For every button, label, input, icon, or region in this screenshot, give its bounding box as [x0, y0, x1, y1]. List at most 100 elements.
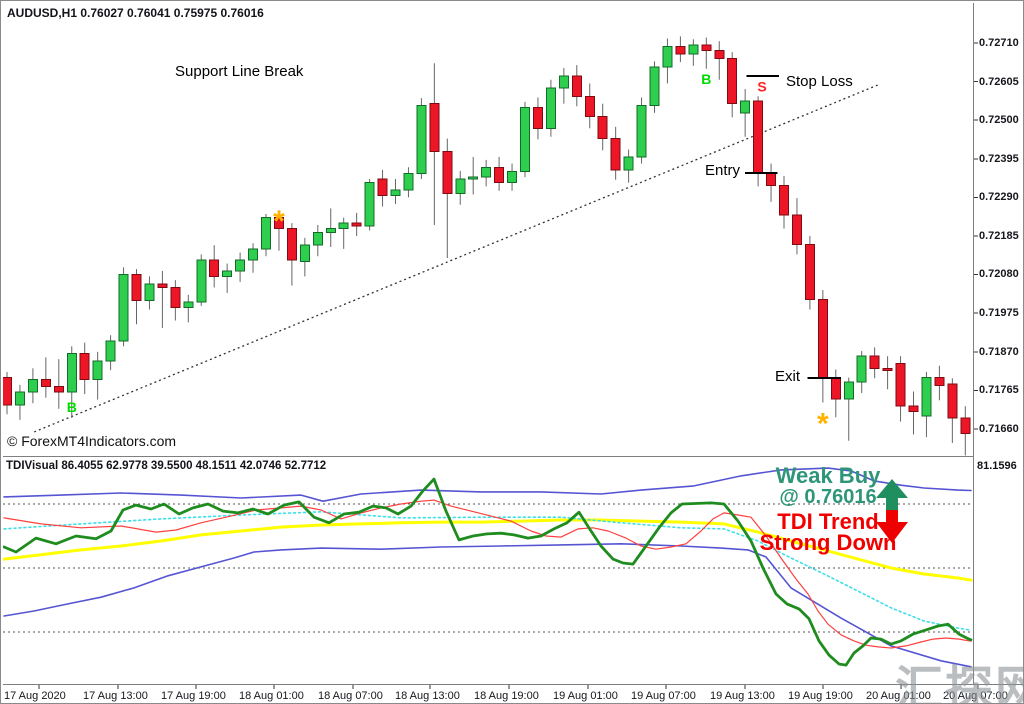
volatility-band-high-line [3, 467, 972, 503]
bear-candle [610, 138, 621, 171]
bear-candle [882, 367, 893, 371]
sell-marker: S [757, 78, 766, 94]
price-axis-label: 0.72710 [979, 37, 1019, 49]
bear-candle [3, 377, 12, 406]
bear-candle [753, 100, 764, 175]
buy-marker: B [701, 71, 711, 87]
bear-candle [960, 417, 971, 434]
bear-candle [766, 173, 777, 187]
bull-candle [66, 353, 77, 393]
tdi-indicator-panel [3, 467, 973, 668]
tdi-trend-label: TDI Trend [777, 509, 879, 534]
site-watermark: 汇探网 [895, 661, 1023, 704]
bull-candle [520, 106, 530, 173]
bull-candle [299, 244, 310, 263]
bear-candle [908, 405, 919, 412]
bear-candle [817, 299, 828, 379]
bear-candle [53, 386, 64, 393]
bull-candle [325, 228, 336, 233]
trend-arrows [876, 479, 908, 543]
bull-candle [856, 355, 867, 383]
rsi-price-line-line [3, 477, 973, 667]
price-axis-divider [973, 3, 974, 684]
tdi-scale-value: 81.1596 [977, 460, 1017, 472]
time-axis-label: 18 Aug 19:00 [474, 690, 539, 702]
bull-candle [235, 259, 246, 272]
main-chart-panel: B * B S * [3, 36, 971, 456]
bull-candle [843, 381, 854, 400]
bull-candle [740, 100, 751, 114]
bull-candle [364, 182, 375, 227]
bear-candle [830, 377, 841, 400]
bear-candle [714, 49, 725, 59]
bull-candle [338, 222, 349, 230]
time-axis-label: 19 Aug 13:00 [710, 690, 775, 702]
bull-candle [14, 391, 25, 406]
time-axis-divider [3, 684, 1023, 685]
bull-candle [688, 44, 699, 55]
bear-candle [791, 214, 802, 245]
bear-candle [584, 95, 595, 118]
star-marker: * [817, 407, 829, 440]
bull-candle [390, 189, 401, 197]
bull-candle [183, 301, 194, 309]
weak-buy-price-label: @ 0.76016 [779, 486, 877, 508]
time-axis-label: 20 Aug 01:00 [866, 690, 931, 702]
price-axis-label: 0.72500 [979, 114, 1019, 126]
time-axis-label: 17 Aug 19:00 [161, 690, 226, 702]
bear-candle [273, 217, 284, 230]
bull-candle [507, 171, 518, 184]
support-trendline [33, 83, 881, 433]
bear-candle [869, 355, 880, 369]
arrow-down-icon [876, 510, 908, 543]
bear-candle [377, 178, 388, 197]
time-axis-label: 18 Aug 13:00 [395, 690, 460, 702]
time-axis-label: 18 Aug 07:00 [318, 690, 383, 702]
tdi-indicator-title: TDIVisual 86.4055 62.9778 39.5500 48.151… [6, 460, 327, 472]
bull-candle [248, 248, 259, 261]
bear-candle [494, 166, 505, 184]
price-axis-label: 0.71870 [979, 346, 1019, 358]
bull-candle [481, 166, 492, 178]
bull-candle [921, 377, 932, 417]
bull-candle [403, 173, 414, 191]
bear-candle [351, 222, 362, 227]
star-marker: * [273, 205, 285, 238]
bear-candle [170, 286, 181, 309]
price-axis-label: 0.72080 [979, 268, 1019, 280]
chart-symbol-title: AUDUSD,H1 0.76027 0.76041 0.75975 0.7601… [7, 6, 264, 20]
bull-candle [623, 156, 634, 171]
support-line-break-label: Support Line Break [175, 63, 304, 80]
bear-candle [79, 353, 90, 380]
bull-candle [636, 104, 647, 158]
price-axis-label: 0.71765 [979, 384, 1019, 396]
bear-candle [157, 283, 168, 288]
strong-down-label: Strong Down [759, 530, 897, 555]
bear-candle [597, 116, 608, 140]
buy-marker: B [67, 399, 77, 415]
weak-buy-label: Weak Buy [775, 463, 881, 488]
price-axis-label: 0.72395 [979, 153, 1019, 165]
bear-candle [727, 57, 738, 105]
bull-candle [118, 274, 129, 342]
price-axis-label: 0.72185 [979, 230, 1019, 242]
bull-candle [416, 104, 427, 175]
bear-candle [40, 378, 51, 388]
bull-candle [662, 46, 673, 68]
bear-candle [209, 259, 220, 277]
bull-candle [27, 378, 38, 393]
bull-candle [312, 231, 323, 246]
bear-candle [895, 363, 906, 407]
bear-candle [947, 383, 958, 419]
price-axis-label: 0.71660 [979, 423, 1019, 435]
stop-loss-label: Stop Loss [786, 73, 853, 90]
bear-candle [804, 243, 815, 301]
bull-candle [558, 75, 569, 89]
arrow-up-icon [876, 479, 908, 510]
bear-candle [571, 75, 582, 97]
slow-trade-line-line [3, 510, 972, 632]
time-axis-label: 19 Aug 01:00 [553, 690, 618, 702]
bull-candle [144, 283, 155, 301]
bear-candle [442, 150, 453, 195]
